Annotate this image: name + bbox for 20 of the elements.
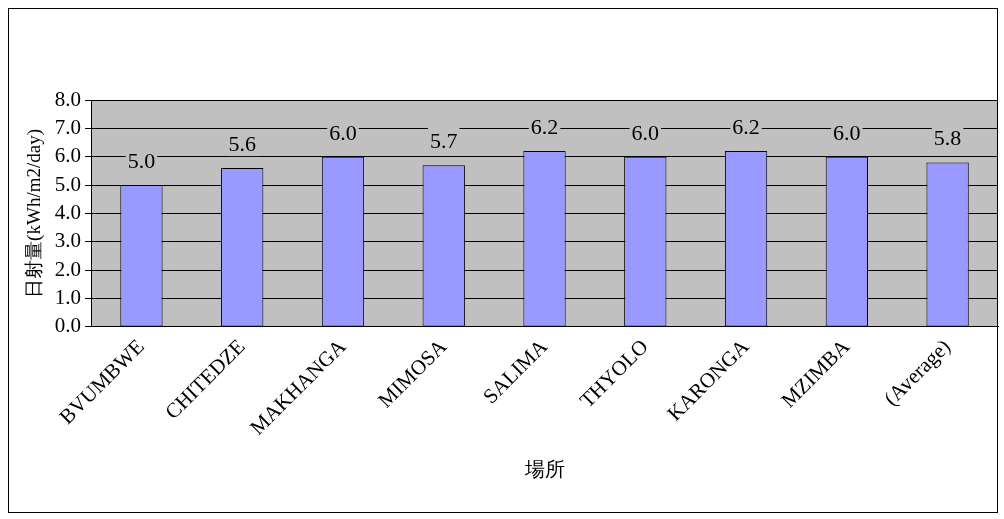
data-label: 5.8 [933, 125, 962, 151]
data-label: 6.2 [530, 113, 559, 139]
y-tick-label: 7.0 [54, 114, 82, 139]
data-label: 5.0 [127, 147, 156, 173]
data-label: 5.7 [430, 128, 458, 154]
data-label: 6.2 [732, 113, 760, 139]
y-tick-label: 5.0 [54, 171, 82, 196]
data-label: 6.0 [329, 119, 357, 145]
y-tick-label: 0.0 [54, 313, 82, 338]
y-tick-label: 3.0 [54, 228, 82, 253]
y-tick-label: 1.0 [54, 285, 82, 310]
data-label: 6.0 [631, 119, 660, 145]
y-tick-label: 4.0 [54, 199, 82, 224]
y-tick-label: 6.0 [54, 143, 82, 168]
y-tick-label: 2.0 [54, 256, 82, 281]
y-tick-label: 8.0 [54, 86, 82, 111]
x-axis-title: 場所 [523, 458, 565, 481]
data-label: 6.0 [833, 119, 861, 145]
y-axis-title: 日射量(kWh/m2/day) [23, 129, 46, 298]
data-label: 5.6 [228, 130, 256, 156]
